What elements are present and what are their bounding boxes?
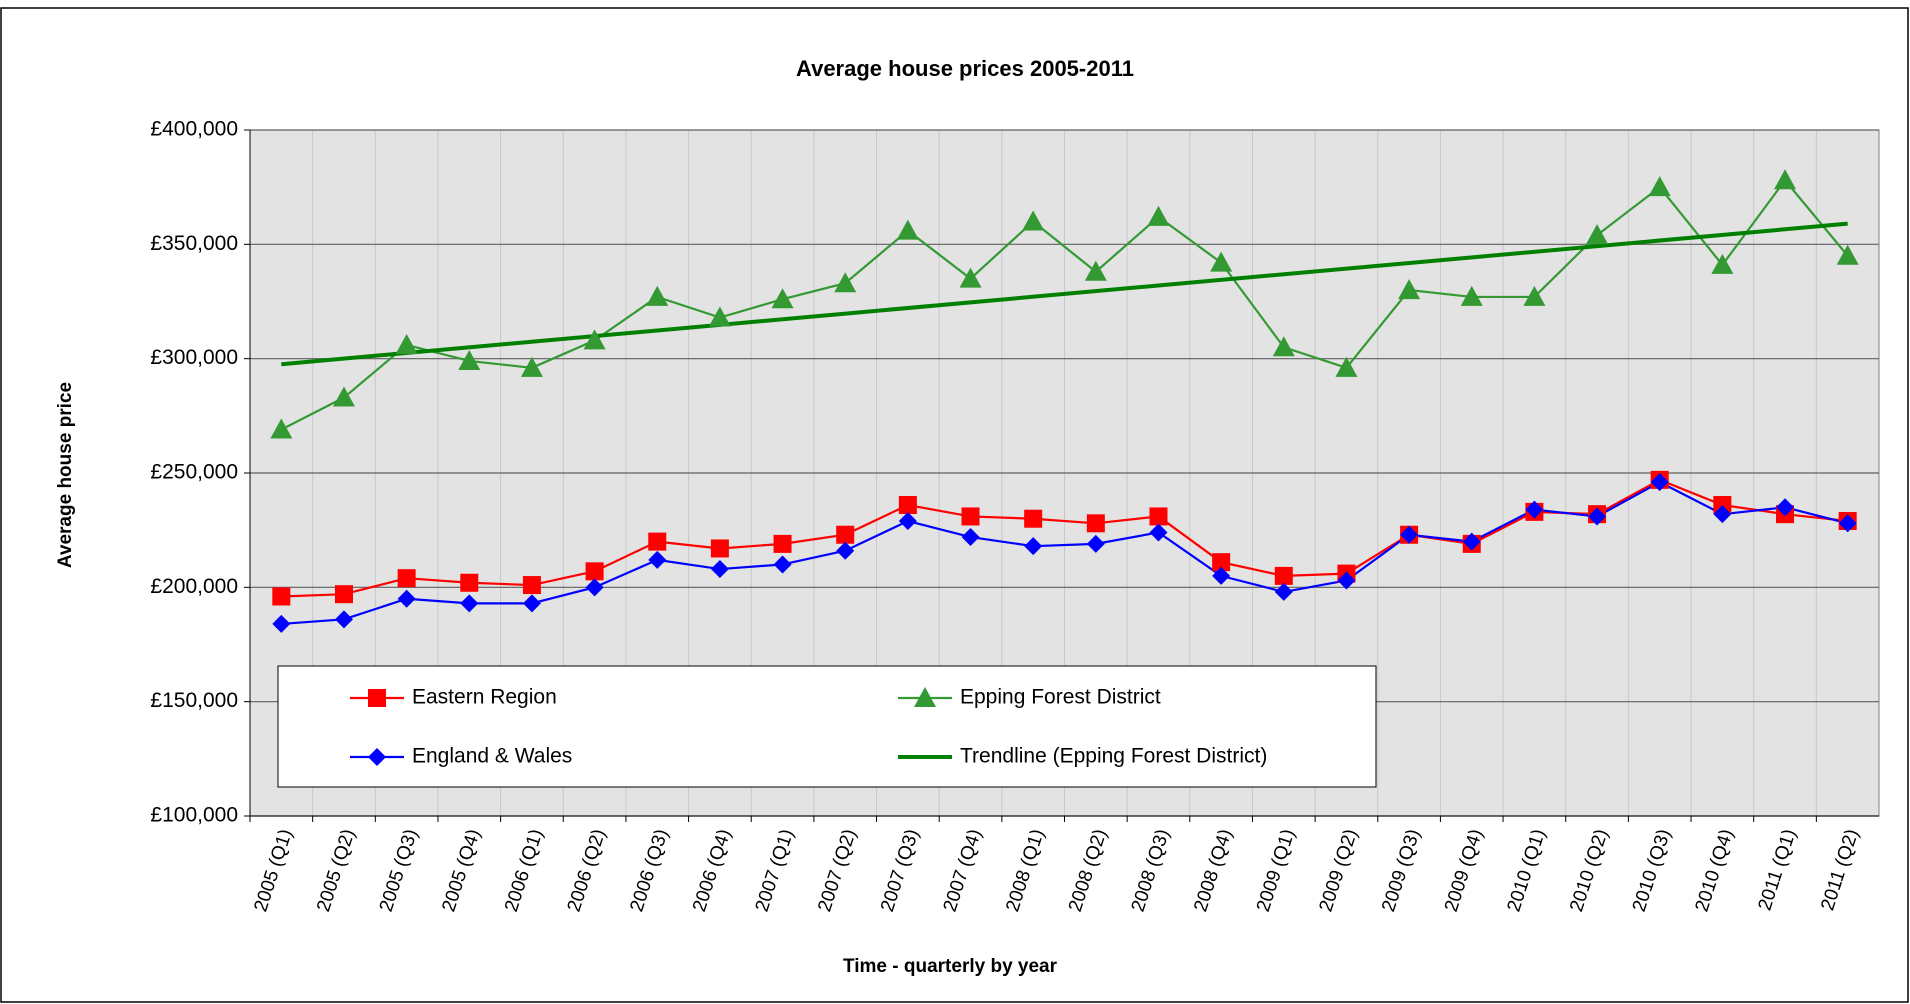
data-point [397,589,416,608]
data-point [836,541,855,560]
data-point [1337,571,1356,590]
data-point [1024,509,1043,528]
data-point [1210,251,1233,272]
chart-title: Average house prices 2005-2011 [796,56,1134,81]
data-point [1525,500,1544,519]
data-point [397,569,416,588]
data-point [834,272,857,293]
y-tick-label: £350,000 [150,232,238,255]
data-point [961,507,980,526]
data-point [1398,279,1421,300]
data-point [1836,244,1859,265]
data-point [1523,285,1546,306]
y-tick-label: £100,000 [150,804,238,827]
legend-label: Eastern Region [412,686,557,709]
data-point [395,333,418,354]
data-point [1650,473,1669,492]
x-axis-label: Time - quarterly by year [843,956,1058,977]
data-point [646,285,669,306]
series-line [281,478,1848,598]
data-point [773,555,792,574]
legend-marker [368,689,386,707]
legend-label: Trendline (Epping Forest District) [960,745,1267,768]
data-point [708,306,731,327]
data-point [1272,336,1295,357]
data-point [1335,356,1358,377]
data-point [1147,205,1170,226]
data-point [1774,169,1797,190]
data-point [710,560,729,579]
legend-marker [914,687,936,707]
data-point [1149,523,1168,542]
data-point [272,587,291,606]
data-point [332,386,355,407]
data-point [648,532,667,551]
y-tick-label: £150,000 [150,689,238,712]
data-point [898,496,917,515]
data-point [585,578,604,597]
y-axis-label: Average house price [55,382,76,568]
series-line [281,480,1848,626]
data-point [1400,525,1419,544]
data-point [1838,514,1857,533]
data-point [522,576,541,595]
legend-label: England & Wales [412,745,572,768]
data-point [1648,176,1671,197]
data-point [460,573,479,592]
data-point [334,585,353,604]
data-point [583,329,606,350]
trendline [281,221,1848,367]
data-point [648,550,667,569]
legend-box [277,665,1377,788]
data-point [1086,534,1105,553]
data-point [1274,566,1293,585]
data-point [1713,496,1732,515]
data-point [1212,553,1231,572]
data-point [1022,210,1045,231]
data-point [458,349,481,370]
data-point [1776,498,1795,517]
data-point [270,418,293,439]
data-point [771,288,794,309]
data-point [1586,224,1609,245]
data-point [334,610,353,629]
y-tick-label: £400,000 [150,118,238,141]
y-tick-label: £300,000 [150,346,238,369]
data-point [773,534,792,553]
data-point [1086,514,1105,533]
data-point [460,594,479,613]
data-point [1084,260,1107,281]
data-point [961,528,980,547]
data-point [272,614,291,633]
data-point [959,267,982,288]
data-point [1024,537,1043,556]
legend: Eastern Region Epping Forest District Engl… [277,665,1377,788]
data-point [898,512,917,531]
y-tick-label: £200,000 [150,575,238,598]
data-point [1274,582,1293,601]
data-point [1212,566,1231,585]
data-point [585,562,604,581]
y-tick-label: £250,000 [150,461,238,484]
legend-marker [368,748,386,766]
legend-label: Epping Forest District [960,686,1161,709]
data-point [520,356,543,377]
data-point [522,594,541,613]
data-point [1462,532,1481,551]
data-point [1588,507,1607,526]
data-point [896,219,919,240]
data-point [1711,253,1734,274]
data-point [1460,285,1483,306]
data-point [1713,505,1732,524]
data-point [1149,507,1168,526]
data-point [710,539,729,558]
data-point [836,525,855,544]
